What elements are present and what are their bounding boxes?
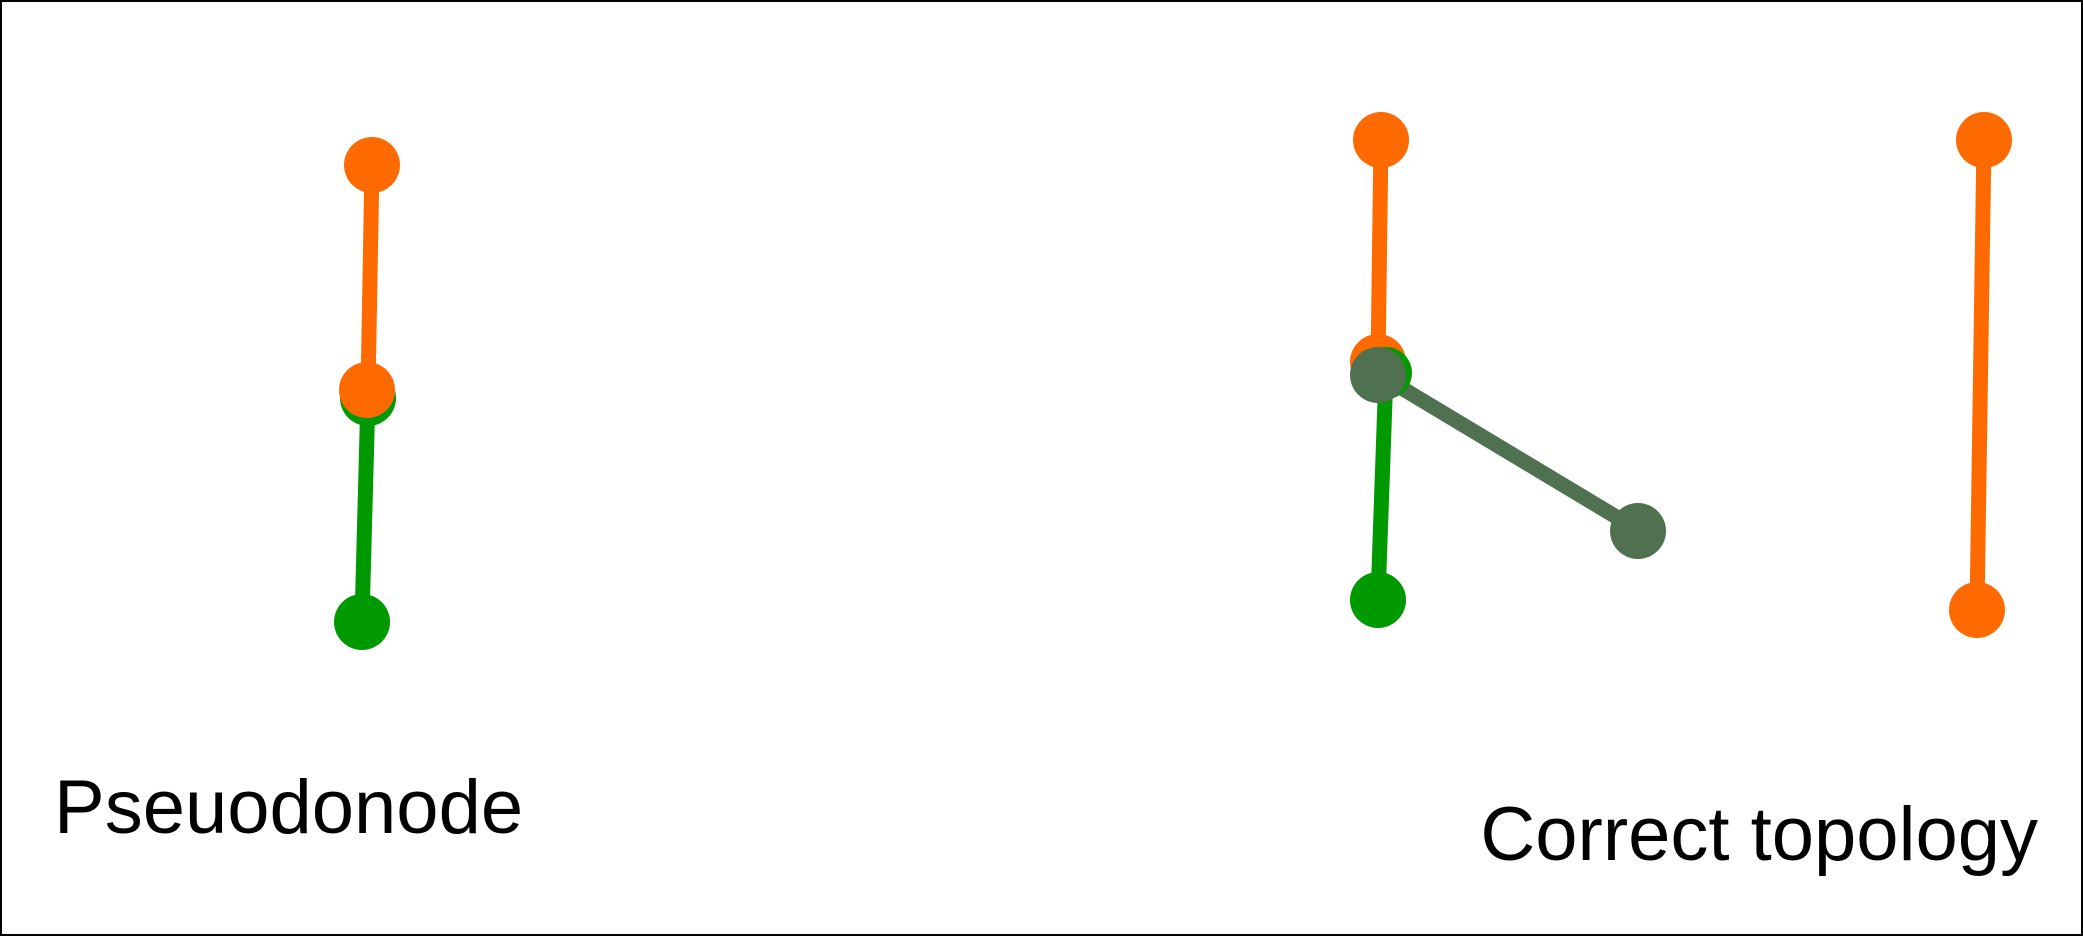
- topology-orange-top-node: [1353, 112, 1409, 168]
- correct-topology-graph: [1350, 112, 2012, 638]
- pseudonode-green-edge: [354, 387, 376, 628]
- topology-right-orange-edge: [1969, 132, 1992, 618]
- pseudonode-orange-edge: [360, 157, 380, 398]
- topology-orange-edge: [1370, 132, 1389, 370]
- topology-dark-green-mid-node: [1350, 347, 1406, 403]
- pseudonode-graph: [334, 137, 400, 650]
- topology-right-orange-bottom-node: [1949, 582, 2005, 638]
- pseudonode-orange-top-node: [344, 137, 400, 193]
- pseudonode-shared-node: [339, 362, 395, 418]
- correct-topology-caption: Correct topology: [1480, 792, 2038, 877]
- pseudonode-caption: Pseuodonode: [54, 765, 524, 850]
- topology-dark-green-edge: [1372, 367, 1646, 538]
- topology-dark-green-end-node: [1610, 503, 1666, 559]
- topology-green-edge: [1370, 364, 1394, 606]
- topology-green-bottom-node: [1350, 572, 1406, 628]
- pseudonode-green-bottom-node: [334, 594, 390, 650]
- topology-right-orange-top-node: [1956, 112, 2012, 168]
